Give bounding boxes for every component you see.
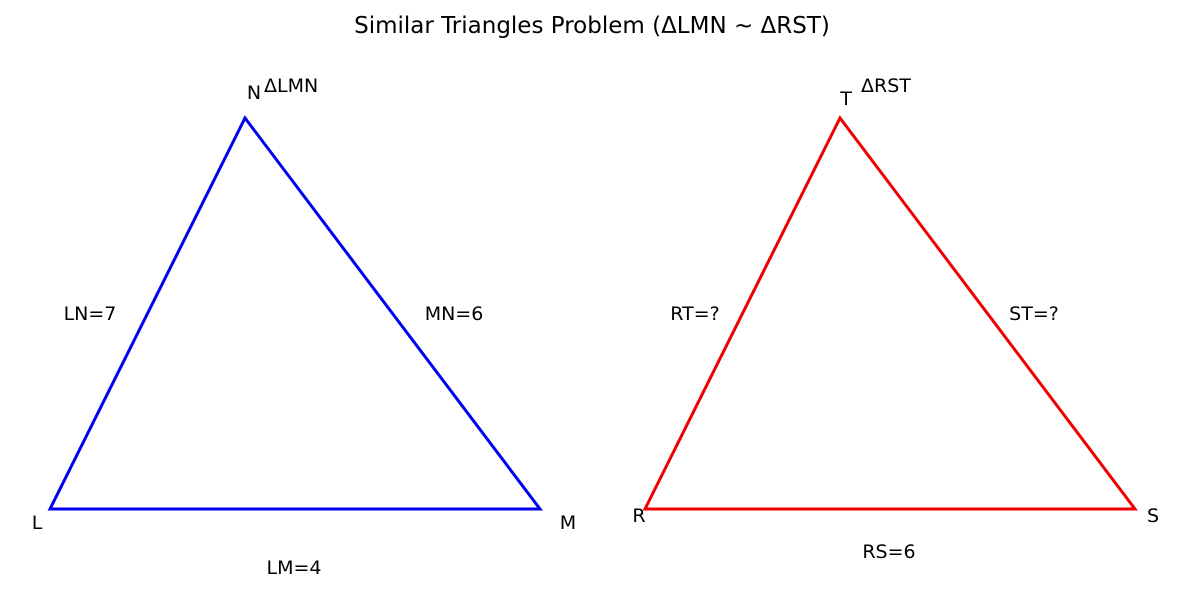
figure-title: Similar Triangles Problem (ΔLMN ~ ΔRST) [354,13,830,39]
triangle-lmn-name: ΔLMN [264,75,318,97]
triangle-lmn-outline [47,115,544,511]
triangle-rst: ΔRST R S T RS=6 RT=? ST=? [632,75,1159,563]
vertex-label-s: S [1147,505,1159,527]
triangle-rst-outline [642,115,1139,511]
side-label-rs: RS=6 [862,541,915,563]
side-label-rt: RT=? [670,303,719,325]
side-label-ln: LN=7 [64,303,117,325]
side-label-lm: LM=4 [267,557,322,579]
side-label-mn: MN=6 [425,303,484,325]
vertex-label-l: L [32,512,43,534]
vertex-label-t: T [839,88,852,110]
triangle-lmn: ΔLMN L M N LM=4 LN=7 MN=6 [32,75,577,579]
triangle-rst-name: ΔRST [861,75,911,97]
side-label-st: ST=? [1009,303,1059,325]
vertex-label-r: R [632,505,645,527]
vertex-label-n: N [247,82,261,104]
vertex-label-m: M [560,512,576,534]
